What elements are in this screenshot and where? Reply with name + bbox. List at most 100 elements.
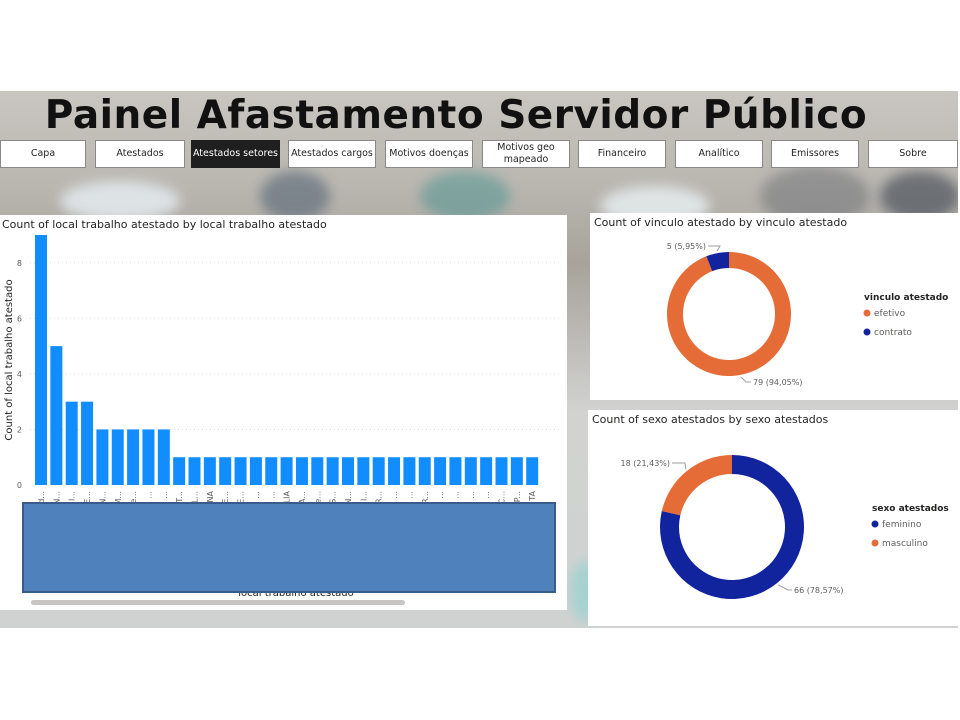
bar bbox=[234, 457, 247, 485]
y-axis-title: Count of local trabalho atestado bbox=[4, 279, 15, 440]
bar bbox=[50, 346, 63, 485]
x-tick-label: R... bbox=[375, 491, 384, 504]
x-tick-label: ... bbox=[467, 491, 476, 499]
data-label-contrato: 5 (5,95%) bbox=[667, 242, 706, 251]
x-tick-label: E... bbox=[237, 491, 246, 504]
y-tick-label: 0 bbox=[17, 481, 22, 490]
nav-button-10[interactable]: Sobre bbox=[868, 140, 958, 168]
bar bbox=[295, 457, 308, 485]
bar bbox=[65, 401, 78, 485]
bar bbox=[219, 457, 232, 485]
nav-button-4[interactable]: Atestados cargos bbox=[288, 140, 376, 168]
x-tick-label: ... bbox=[144, 491, 153, 499]
legend-marker-feminino bbox=[871, 520, 879, 528]
bar bbox=[96, 429, 109, 485]
legend-item-contrato: contrato bbox=[874, 328, 912, 338]
bar bbox=[311, 457, 324, 485]
x-tick-label: I... bbox=[359, 491, 368, 501]
nav-button-3[interactable]: Atestados setores bbox=[191, 140, 280, 168]
x-tick-label: I... bbox=[68, 491, 77, 501]
x-tick-label: P... bbox=[513, 491, 522, 502]
bar bbox=[357, 457, 370, 485]
x-tick-label: LIA bbox=[283, 490, 292, 503]
x-tick-label: T... bbox=[175, 491, 184, 504]
leader-line bbox=[708, 245, 721, 252]
bar bbox=[495, 457, 508, 485]
y-tick-label: 8 bbox=[17, 259, 22, 268]
vinculo-donut-chart: 5 (5,95%) 79 (94,05%) vinculo atestado efet… bbox=[667, 242, 949, 387]
bar bbox=[280, 457, 293, 485]
x-tick-label: C... bbox=[498, 491, 507, 504]
bar bbox=[203, 457, 216, 485]
x-tick-label: ... bbox=[160, 491, 169, 499]
x-tick-label: ... bbox=[390, 491, 399, 499]
x-tick-label: A... bbox=[298, 491, 307, 504]
leader-line bbox=[777, 584, 792, 591]
x-tick-label: ... bbox=[451, 491, 460, 499]
bar bbox=[372, 457, 385, 485]
sexo-chart-panel: Count of sexo atestados by sexo atestado… bbox=[588, 410, 958, 626]
page-title: Painel Afastamento Servidor Público bbox=[44, 93, 868, 138]
x-tick-label: ... bbox=[267, 491, 276, 499]
bar bbox=[81, 401, 94, 485]
nav-button-6[interactable]: Motivos geo mapeado bbox=[482, 140, 570, 168]
x-tick-label: e... bbox=[129, 491, 138, 504]
x-tick-label: N... bbox=[98, 491, 107, 505]
nav-button-1[interactable]: Capa bbox=[0, 140, 86, 168]
bar bbox=[35, 235, 47, 485]
bar bbox=[449, 457, 462, 485]
bar bbox=[265, 457, 278, 485]
x-tick-label: NA bbox=[206, 490, 215, 502]
nav-button-7[interactable]: Financeiro bbox=[578, 140, 666, 168]
y-tick-label: 4 bbox=[17, 370, 22, 379]
nav-button-9[interactable]: Emissores bbox=[771, 140, 859, 168]
x-tick-label: ... bbox=[436, 491, 445, 499]
x-tick-label: EL... bbox=[191, 491, 200, 508]
leader-line bbox=[740, 376, 751, 383]
x-tick-label: d... bbox=[37, 491, 46, 504]
x-tick-label: TA bbox=[528, 490, 537, 501]
bar bbox=[127, 429, 140, 485]
legend-item-masculino: masculino bbox=[882, 539, 928, 549]
data-label-efetivo: 79 (94,05%) bbox=[753, 378, 802, 387]
legend-item-efetivo: efetivo bbox=[874, 309, 906, 319]
legend-title: sexo atestados bbox=[872, 504, 949, 514]
y-tick-label: 6 bbox=[17, 314, 22, 323]
nav-button-8[interactable]: Analítico bbox=[675, 140, 763, 168]
x-tick-label: ... bbox=[252, 491, 261, 499]
donut-slice-contrato bbox=[706, 252, 729, 272]
donut-slice-masculino bbox=[661, 455, 732, 516]
bar bbox=[173, 457, 186, 485]
bar bbox=[434, 457, 447, 485]
bar bbox=[326, 457, 339, 485]
nav-button-5[interactable]: Motivos doenças bbox=[385, 140, 473, 168]
bar bbox=[342, 457, 354, 485]
x-tick-label: ... bbox=[405, 491, 414, 499]
x-tick-label: S... bbox=[329, 491, 338, 504]
data-label-masculino: 18 (21,43%) bbox=[621, 459, 670, 468]
nav-button-2[interactable]: Atestados bbox=[95, 140, 185, 168]
legend-marker-masculino bbox=[871, 539, 879, 547]
sexo-chart-title: Count of sexo atestados by sexo atestado… bbox=[592, 413, 829, 426]
x-axis-title: local trabalho atestado bbox=[238, 588, 353, 599]
x-tick-label: N... bbox=[52, 491, 61, 505]
x-tick-label: ... bbox=[482, 491, 491, 499]
vinculo-chart-title: Count of vinculo atestado by vinculo ate… bbox=[594, 216, 848, 229]
sexo-donut-chart: 18 (21,43%) 66 (78,57%) sexo atestados femi… bbox=[621, 455, 949, 599]
x-tick-label: e... bbox=[313, 491, 322, 504]
x-tick-label: N... bbox=[344, 491, 353, 505]
x-tick-label: R... bbox=[421, 491, 430, 504]
bar bbox=[388, 457, 401, 485]
bar bbox=[403, 457, 416, 485]
overlay-rectangle bbox=[22, 502, 556, 593]
bar bbox=[188, 457, 201, 485]
bar bbox=[142, 429, 155, 485]
bar bbox=[249, 457, 262, 485]
bar-chart: 0 2 4 6 8 Count of local trabalho atestado d..… bbox=[4, 235, 560, 599]
legend-marker-efetivo bbox=[863, 309, 871, 317]
bar bbox=[418, 457, 431, 485]
horizontal-scrollbar[interactable] bbox=[31, 600, 405, 605]
legend-title: vinculo atestado bbox=[864, 293, 948, 303]
bar bbox=[480, 457, 493, 485]
bar-chart-title: Count of local trabalho atestado by loca… bbox=[2, 218, 327, 231]
